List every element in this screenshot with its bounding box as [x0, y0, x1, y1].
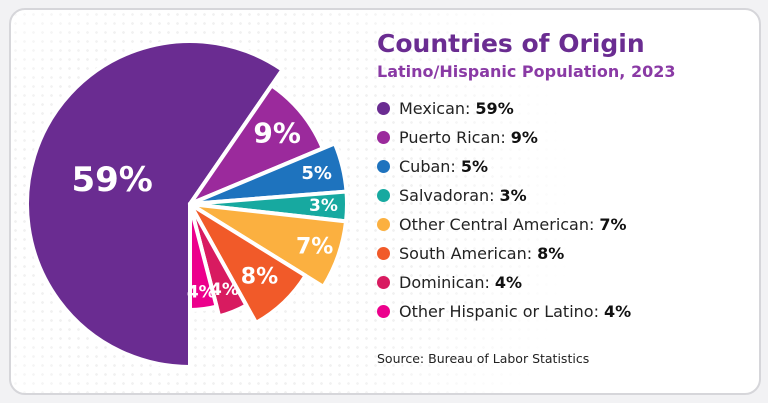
- pie-slice-other-central-american: [188, 202, 349, 289]
- legend-item-dominican: Dominican: 4%: [377, 268, 747, 297]
- slice-label-mexican: 59%: [71, 160, 152, 200]
- legend-item-salvadoran: Salvadoran: 3%: [377, 181, 747, 210]
- slice-label-salvadoran: 3%: [309, 196, 338, 216]
- pie-slice-south-american: [188, 202, 308, 325]
- slice-label-cuban: 5%: [301, 163, 332, 184]
- legend-label: Other Central American:: [399, 215, 595, 234]
- legend-value: 4%: [603, 302, 632, 321]
- legend-label: South American:: [399, 244, 533, 263]
- legend-value: 4%: [494, 273, 523, 292]
- legend: Mexican: 59% Puerto Rican: 9% Cuban: 5% …: [377, 94, 747, 326]
- legend-value: 59%: [475, 99, 514, 118]
- pie-slice-dominican: [188, 202, 249, 319]
- legend-item-south-american: South American: 8%: [377, 239, 747, 268]
- legend-label: Dominican:: [399, 273, 490, 292]
- legend-label: Other Hispanic or Latino:: [399, 302, 599, 321]
- legend-dot: [377, 160, 390, 173]
- slice-label-south-american: 8%: [241, 264, 278, 289]
- legend-dot: [377, 131, 390, 144]
- legend-dot: [377, 305, 390, 318]
- legend-label: Cuban:: [399, 157, 456, 176]
- slice-label-other-central-american: 7%: [296, 235, 333, 260]
- legend-item-mexican: Mexican: 59%: [377, 94, 747, 123]
- legend-value: 8%: [537, 244, 565, 263]
- legend-dot: [377, 218, 390, 231]
- legend-label: Salvadoran:: [399, 186, 495, 205]
- chart-title: Countries of Origin: [377, 29, 645, 58]
- legend-label: Puerto Rican:: [399, 128, 506, 147]
- slice-label-other-hispanic-or-latino: 4%: [187, 282, 216, 302]
- legend-dot: [377, 276, 390, 289]
- slice-label-dominican: 4%: [210, 280, 239, 300]
- legend-dot: [377, 102, 390, 115]
- legend-value: 3%: [499, 186, 527, 205]
- legend-panel: Countries of Origin Latino/Hispanic Popu…: [377, 29, 747, 326]
- legend-item-puerto-rican: Puerto Rican: 9%: [377, 123, 747, 152]
- legend-label: Mexican:: [399, 99, 471, 118]
- legend-value: 9%: [510, 128, 538, 147]
- legend-value: 7%: [599, 215, 627, 234]
- chart-subtitle: Latino/Hispanic Population, 2023: [377, 62, 676, 81]
- legend-value: 5%: [460, 157, 488, 176]
- source-note: Source: Bureau of Labor Statistics: [377, 351, 590, 366]
- slice-label-puerto-rican: 9%: [253, 117, 301, 150]
- legend-dot: [377, 247, 390, 260]
- pie-slice-other-hispanic-or-latino: [188, 202, 219, 312]
- legend-item-other-hispanic-or-latino: Other Hispanic or Latino: 4%: [377, 297, 747, 326]
- pie-slice-mexican: [25, 39, 285, 369]
- legend-dot: [377, 189, 390, 202]
- legend-item-cuban: Cuban: 5%: [377, 152, 747, 181]
- legend-item-other-central-american: Other Central American: 7%: [377, 210, 747, 239]
